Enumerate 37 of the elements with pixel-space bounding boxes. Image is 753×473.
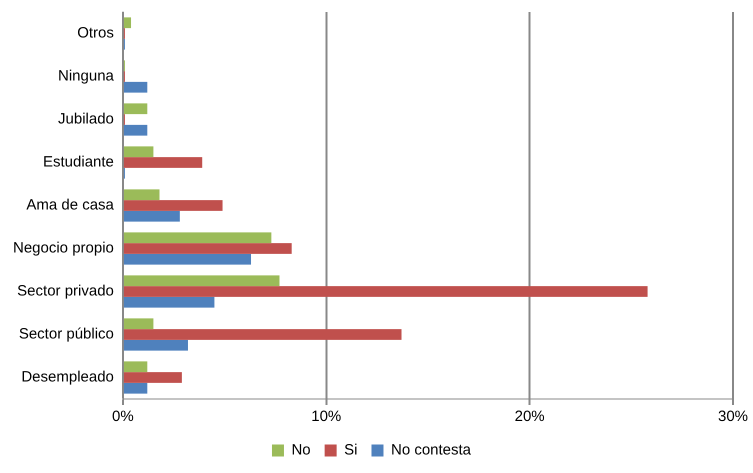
- bar: [124, 254, 252, 265]
- bar: [124, 340, 188, 351]
- bar: [124, 329, 402, 340]
- bar: [124, 103, 148, 114]
- bar: [124, 382, 148, 394]
- y-tick-label: Sector público: [18, 326, 114, 343]
- bar: [124, 243, 292, 254]
- y-tick-label: Otros: [77, 24, 114, 42]
- bar: [124, 318, 154, 330]
- bar: [124, 189, 160, 200]
- y-tick-label: Ninguna: [58, 68, 115, 85]
- y-tick-label: Sector privado: [17, 282, 114, 300]
- bar: [124, 157, 202, 168]
- legend-label: No contesta: [390, 442, 472, 459]
- bar: [124, 124, 148, 136]
- legend-label: No: [291, 442, 311, 459]
- x-tick-label: 10%: [311, 408, 342, 426]
- bar: [124, 146, 154, 158]
- y-tick-label: Desempleado: [21, 368, 114, 386]
- bar: [124, 17, 132, 28]
- bar: [124, 210, 180, 222]
- y-tick-label: Estudiante: [43, 154, 114, 171]
- bar: [124, 82, 148, 93]
- bar: [124, 286, 648, 297]
- bar: [124, 232, 272, 244]
- legend-label: Si: [344, 442, 358, 459]
- bar: [124, 200, 223, 211]
- bar: [124, 275, 280, 286]
- y-tick-label: Ama de casa: [26, 196, 115, 214]
- bar: [124, 296, 214, 308]
- bar: [124, 361, 148, 372]
- y-tick-label: Jubilado: [58, 110, 114, 128]
- bar: [124, 372, 182, 383]
- y-tick-label: Negocio propio: [12, 240, 114, 257]
- x-tick-label: 30%: [718, 408, 748, 426]
- x-tick-label: 0%: [112, 408, 134, 426]
- x-tick-label: 20%: [514, 408, 545, 426]
